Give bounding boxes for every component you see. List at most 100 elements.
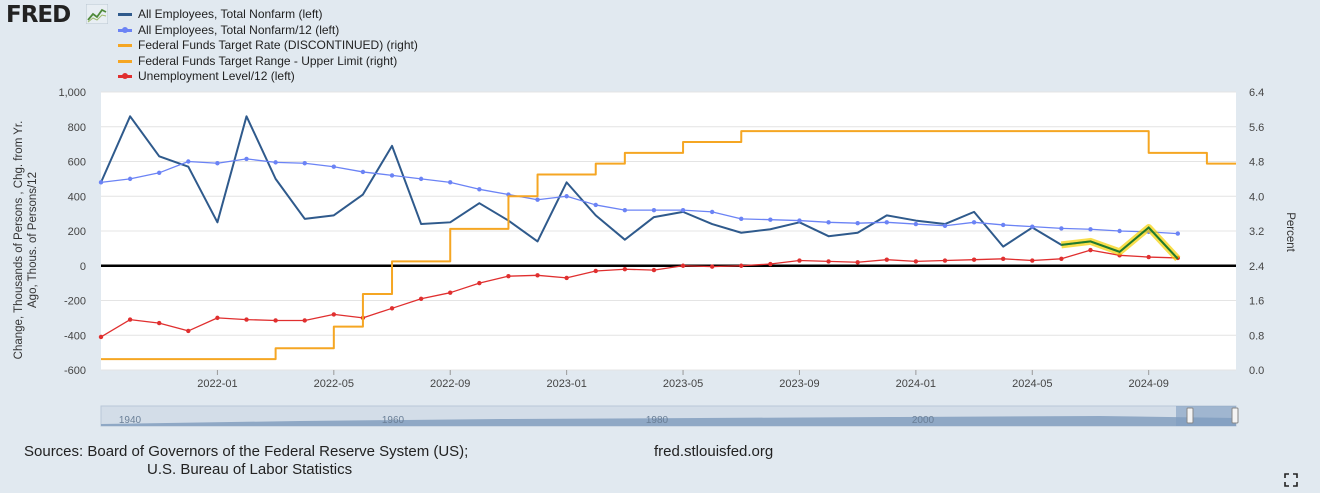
data-point	[98, 180, 104, 185]
data-point	[593, 202, 598, 208]
data-point	[1030, 258, 1035, 263]
legend-label: All Employees, Total Nonfarm/12 (left)	[138, 22, 340, 37]
left-tick-label: -200	[64, 296, 86, 308]
data-point	[913, 221, 919, 227]
data-point	[797, 258, 802, 263]
data-point	[1059, 256, 1064, 261]
data-point	[884, 220, 889, 225]
data-point	[971, 220, 977, 225]
data-point	[331, 164, 337, 169]
right-tick-label: 4.0	[1249, 191, 1264, 203]
data-point	[157, 320, 162, 326]
x-tick-label: 2022-09	[430, 378, 470, 390]
left-axis-title: Change, Thousands of Persons , Chg. from…	[13, 121, 39, 360]
x-tick-label: 2024-09	[1129, 378, 1169, 390]
time-navigator[interactable]: 1940 1960 1980 2000	[100, 405, 1239, 427]
right-tick-label: 2.4	[1249, 261, 1264, 273]
legend-label: All Employees, Total Nonfarm (left)	[138, 7, 323, 21]
data-point	[1088, 227, 1093, 232]
fred-graph-logo-icon	[86, 4, 108, 24]
data-point	[477, 280, 482, 286]
fullscreen-icon[interactable]	[1284, 473, 1298, 487]
x-tick-label: 2022-05	[314, 378, 354, 390]
legend-swatch	[118, 26, 132, 33]
data-point	[157, 170, 162, 175]
data-point	[1059, 226, 1064, 231]
sources-line-1: Sources: Board of Governors of the Feder…	[24, 443, 469, 460]
data-point	[477, 187, 482, 192]
data-point	[302, 318, 307, 323]
data-point	[273, 160, 278, 165]
data-point	[913, 259, 919, 264]
left-tick-label: 200	[68, 226, 86, 238]
data-point	[564, 275, 569, 281]
data-point	[826, 259, 831, 264]
left-tick-label: -600	[64, 365, 86, 377]
data-point	[389, 173, 395, 178]
navigator-selection	[1176, 406, 1236, 426]
legend-item[interactable]: Federal Funds Target Range - Upper Limit…	[118, 54, 418, 70]
site-link[interactable]: fred.stlouisfed.org	[654, 443, 774, 460]
data-point	[273, 318, 278, 323]
legend-label: Federal Funds Target Range - Upper Limit…	[138, 53, 398, 68]
x-tick-label: 2023-01	[546, 378, 586, 390]
series-line	[101, 130, 1236, 361]
data-point	[215, 161, 220, 166]
data-point	[768, 261, 773, 267]
data-point	[1088, 247, 1093, 253]
data-point	[244, 317, 249, 322]
data-point	[1030, 224, 1035, 229]
data-point	[593, 268, 598, 274]
x-tick-label: 2022-01	[197, 378, 237, 390]
series-line	[100, 249, 1178, 338]
legend-item[interactable]: Unemployment Level/12 (left)	[118, 69, 418, 85]
legend-label: Unemployment Level/12 (left)	[138, 69, 295, 83]
x-tick-label: 2024-05	[1012, 378, 1052, 390]
data-point	[302, 161, 307, 166]
data-point	[622, 207, 628, 213]
fred-logo[interactable]: FRED	[6, 2, 71, 28]
left-tick-label: 600	[68, 157, 86, 169]
x-tick-label: 2023-05	[663, 378, 703, 390]
data-point	[739, 216, 744, 222]
data-point	[768, 217, 773, 222]
data-point	[709, 264, 715, 269]
data-point	[1117, 228, 1122, 234]
sources-line-2: U.S. Bureau of Labor Statistics	[147, 461, 353, 478]
right-tick-label: 0.0	[1249, 365, 1264, 377]
data-point	[797, 218, 802, 223]
chart-canvas: 1,0008006004002000-200-400-6006.45.64.84…	[13, 87, 1296, 427]
series-highlight-line	[1061, 226, 1179, 260]
data-point	[1000, 222, 1006, 228]
data-point	[855, 260, 860, 265]
right-tick-label: 1.6	[1249, 296, 1264, 308]
left-axis-title-line: Change, Thousands of Persons , Chg. from…	[13, 121, 25, 360]
legend-item[interactable]: All Employees, Total Nonfarm (left)	[118, 7, 418, 23]
legend-item[interactable]: All Employees, Total Nonfarm/12 (left)	[118, 23, 418, 39]
data-point	[418, 296, 424, 301]
data-point	[826, 220, 831, 225]
data-point	[535, 197, 540, 202]
data-point	[651, 267, 657, 273]
left-tick-label: 800	[68, 122, 86, 134]
data-point	[506, 273, 511, 279]
data-point	[971, 257, 977, 262]
legend-item[interactable]: Federal Funds Target Rate (DISCONTINUED)…	[118, 38, 418, 54]
data-point	[680, 263, 686, 268]
data-point	[215, 315, 220, 321]
data-point	[680, 207, 686, 213]
navigator-handle[interactable]	[1186, 407, 1194, 424]
data-point	[1146, 254, 1151, 260]
data-point	[709, 209, 715, 215]
legend-label: Federal Funds Target Rate (DISCONTINUED)…	[138, 38, 418, 52]
data-point	[360, 169, 366, 175]
legend-marker	[122, 73, 128, 80]
navigator-series	[101, 416, 1236, 426]
navigator-handle[interactable]	[1231, 407, 1239, 424]
data-point	[127, 176, 133, 182]
navigator-tick-label: 1940	[119, 415, 142, 426]
data-point	[98, 334, 104, 340]
right-tick-label: 4.8	[1249, 157, 1264, 169]
data-point	[186, 159, 191, 164]
right-tick-label: 5.6	[1249, 122, 1264, 134]
